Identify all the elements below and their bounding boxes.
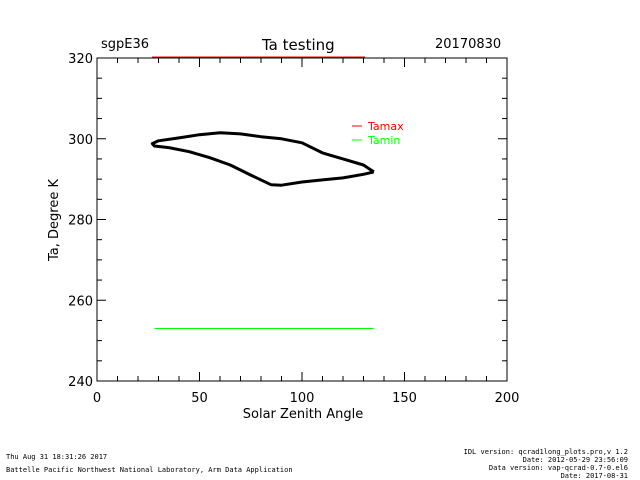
x-tick-label: 0	[93, 391, 101, 406]
y-tick-label: 240	[68, 375, 93, 390]
footer-code-date: Date: 2012-05-29 23:56:09	[522, 456, 628, 464]
legend-tamin-label: Tamin	[367, 134, 400, 147]
y-tick-label: 260	[68, 294, 93, 309]
y-tick-label: 280	[68, 214, 93, 229]
footer-timestamp: Thu Aug 31 18:31:26 2017	[6, 453, 108, 461]
y-tick-label: 300	[68, 133, 93, 148]
x-axis-ticks: 0 50 100 150 200	[93, 58, 520, 406]
site-label: sgpE36	[101, 37, 150, 52]
x-tick-label: 200	[495, 391, 520, 406]
x-tick-label: 50	[191, 391, 208, 406]
footer-data-date: Date: 2017-08-31	[560, 472, 628, 480]
legend-tamax-label: Tamax	[367, 120, 404, 133]
x-tick-label: 100	[290, 391, 315, 406]
y-axis-label: Ta, Degree K	[47, 179, 62, 262]
series-ta-loop	[150, 131, 375, 187]
y-axis-ticks: 240 260 280 300 320	[68, 52, 507, 390]
footer-idl-version: IDL version: qcrad1long_plots.pro,v 1.2	[463, 448, 628, 456]
chart-series	[150, 131, 375, 329]
footer-institution: Battelle Pacific Northwest National Labo…	[6, 466, 293, 474]
legend: Tamax Tamin	[352, 120, 404, 147]
plot-frame	[96, 57, 508, 382]
x-tick-label: 150	[392, 391, 417, 406]
y-tick-label: 320	[68, 52, 93, 67]
chart-title: Ta testing	[262, 36, 335, 54]
footer-data-version: Data version: vap-qcrad-0.7-0.el6	[488, 464, 628, 472]
x-axis-label: Solar Zenith Angle	[243, 407, 363, 422]
date-label: 20170830	[435, 37, 502, 52]
